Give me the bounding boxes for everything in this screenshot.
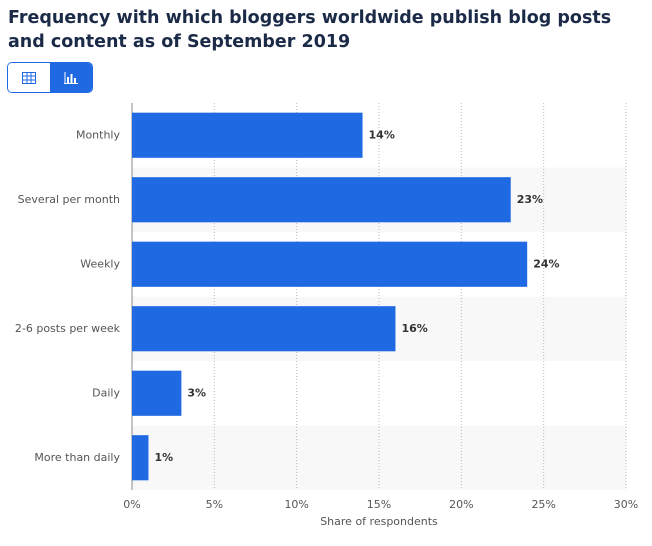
- x-tick-label: 5%: [206, 498, 223, 511]
- y-tick-label: Several per month: [18, 193, 120, 206]
- y-tick-label: Daily: [92, 386, 120, 399]
- x-tick-label: 25%: [531, 498, 555, 511]
- x-tick-label: 0%: [123, 498, 140, 511]
- bar: [132, 241, 528, 287]
- x-tick-label: 10%: [284, 498, 308, 511]
- x-tick-label: 15%: [367, 498, 391, 511]
- table-view-button[interactable]: [8, 63, 50, 92]
- chart-title: Frequency with which bloggers worldwide …: [8, 8, 612, 52]
- bar: [132, 435, 149, 481]
- y-tick-label: 2-6 posts per week: [15, 322, 121, 335]
- bar: [132, 370, 182, 416]
- value-label: 23%: [517, 193, 543, 206]
- bar: [132, 177, 511, 223]
- value-label: 14%: [369, 128, 395, 141]
- y-tick-label: Monthly: [76, 128, 121, 141]
- chart-view-button[interactable]: [50, 63, 92, 92]
- value-label: 3%: [187, 386, 206, 399]
- value-label: 16%: [401, 322, 427, 335]
- table-icon: [22, 71, 36, 84]
- bar-icon: [64, 71, 78, 84]
- bar: [132, 306, 396, 352]
- y-tick-label: More than daily: [34, 451, 120, 464]
- x-axis-title: Share of respondents: [320, 515, 438, 528]
- bar: [132, 112, 363, 158]
- y-tick-label: Weekly: [80, 257, 120, 270]
- view-toggle: [7, 62, 93, 93]
- x-tick-label: 20%: [449, 498, 473, 511]
- value-label: 24%: [533, 257, 559, 270]
- x-tick-label: 30%: [614, 498, 638, 511]
- value-label: 1%: [154, 451, 173, 464]
